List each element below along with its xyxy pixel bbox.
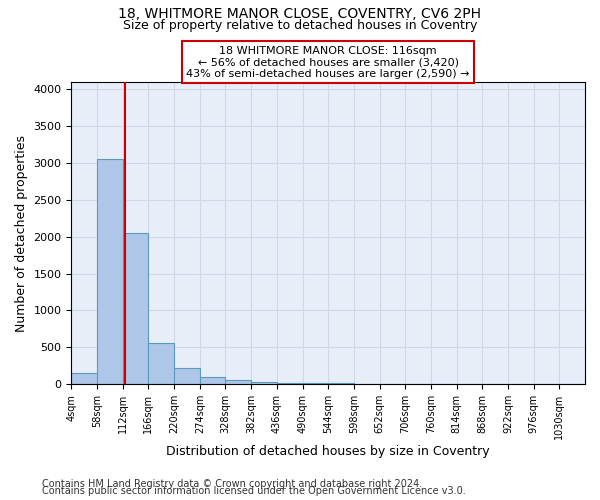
Text: Contains public sector information licensed under the Open Government Licence v3: Contains public sector information licen… [42,486,466,496]
Text: Size of property relative to detached houses in Coventry: Size of property relative to detached ho… [123,19,477,32]
Bar [200,376,226,384]
Bar [148,344,174,384]
Bar [251,382,277,384]
Bar [97,160,123,384]
Bar [277,383,302,384]
Text: Contains HM Land Registry data © Crown copyright and database right 2024.: Contains HM Land Registry data © Crown c… [42,479,422,489]
Y-axis label: Number of detached properties: Number of detached properties [15,134,28,332]
Bar [302,383,328,384]
Bar [226,380,251,384]
Bar [71,373,97,384]
Bar [174,368,200,384]
Text: 18, WHITMORE MANOR CLOSE, COVENTRY, CV6 2PH: 18, WHITMORE MANOR CLOSE, COVENTRY, CV6 … [119,8,482,22]
Bar [123,233,148,384]
X-axis label: Distribution of detached houses by size in Coventry: Distribution of detached houses by size … [166,444,490,458]
Text: 18 WHITMORE MANOR CLOSE: 116sqm
← 56% of detached houses are smaller (3,420)
43%: 18 WHITMORE MANOR CLOSE: 116sqm ← 56% of… [187,46,470,79]
